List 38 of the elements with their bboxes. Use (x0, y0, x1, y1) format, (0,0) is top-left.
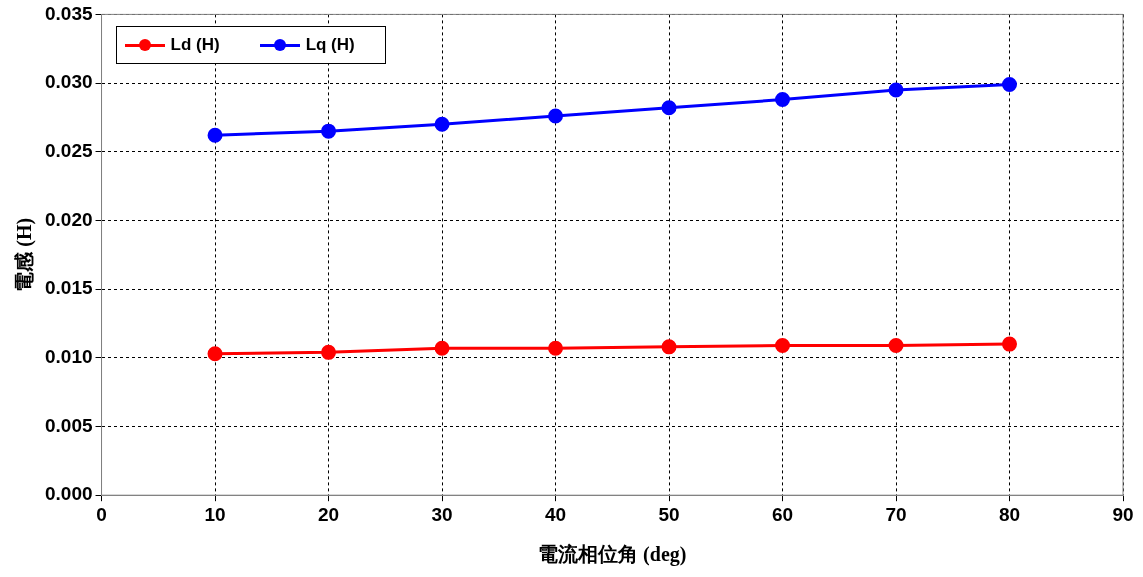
x-axis-title: 電流相位角 (deg) (538, 543, 687, 567)
y-tick-label: 0.025 (45, 140, 93, 162)
legend-label: Ld (H) (170, 35, 220, 56)
point (661, 100, 677, 116)
x-tick-label: 40 (544, 503, 567, 525)
y-tick-label: 0.015 (45, 277, 93, 299)
x-tick-label: 30 (431, 503, 453, 525)
y-tick-label: 0.030 (45, 71, 93, 93)
point (321, 123, 337, 139)
x-tick-label: 20 (317, 503, 340, 525)
y-axis-title: 電感 (H) (13, 217, 37, 292)
point (548, 108, 564, 124)
point (775, 337, 791, 353)
point (1002, 336, 1018, 352)
x-tick-label: 70 (885, 503, 907, 525)
y-tick-label: 0.035 (45, 2, 93, 24)
point (434, 116, 450, 132)
point (207, 127, 223, 143)
point (548, 340, 564, 356)
y-tick-label: 0.000 (45, 483, 93, 505)
legend-label: Lq (H) (305, 35, 355, 56)
point (207, 346, 223, 362)
x-tick-label: 50 (658, 503, 680, 525)
point (1002, 76, 1018, 92)
y-tick-label: 0.010 (45, 346, 93, 368)
point (321, 344, 337, 360)
point (434, 340, 450, 356)
x-tick-label: 90 (1112, 503, 1134, 525)
y-tick-label: 0.005 (45, 414, 93, 436)
y-tick-label: 0.020 (45, 208, 93, 230)
point (775, 92, 791, 108)
x-tick-label: 0 (96, 503, 107, 525)
x-tick-label: 80 (998, 503, 1021, 525)
x-tick-label: 10 (204, 503, 226, 525)
point (661, 339, 677, 355)
point (888, 337, 904, 353)
x-tick-label: 60 (771, 503, 794, 525)
point (888, 82, 904, 98)
